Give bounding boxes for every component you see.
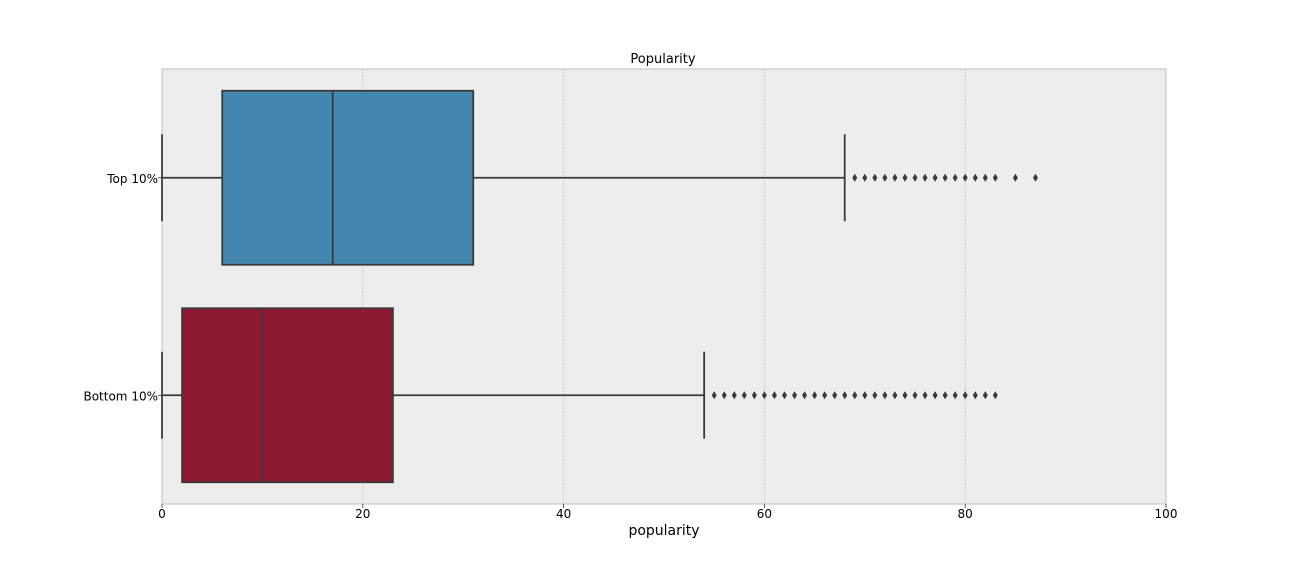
x-tick-label: 100 bbox=[1155, 507, 1178, 521]
y-tick-label: Bottom 10% bbox=[83, 389, 158, 403]
outlier-point bbox=[972, 391, 978, 400]
outlier-point bbox=[761, 391, 767, 400]
outlier-point bbox=[812, 391, 818, 400]
outlier-point bbox=[982, 391, 988, 400]
box-group bbox=[161, 307, 998, 484]
outlier-point bbox=[792, 391, 798, 400]
outlier-point bbox=[982, 173, 988, 182]
outlier-point bbox=[781, 391, 787, 400]
chart-title: Popularity bbox=[630, 52, 695, 67]
outlier-point bbox=[882, 173, 888, 182]
outlier-point bbox=[771, 391, 777, 400]
outlier-point bbox=[912, 391, 918, 400]
x-tick-label: 60 bbox=[757, 507, 772, 521]
x-tick-label: 20 bbox=[355, 507, 370, 521]
outlier-point bbox=[721, 391, 727, 400]
outlier-point bbox=[952, 391, 958, 400]
outlier-point bbox=[932, 173, 938, 182]
outlier-point bbox=[751, 391, 757, 400]
outlier-point bbox=[952, 173, 958, 182]
y-tick-label: Top 10% bbox=[106, 172, 158, 186]
outlier-point bbox=[1032, 173, 1038, 182]
outlier-point bbox=[882, 391, 888, 400]
outlier-point bbox=[922, 391, 928, 400]
outlier-point bbox=[992, 391, 998, 400]
outlier-point bbox=[741, 391, 747, 400]
outlier-point bbox=[832, 391, 838, 400]
x-axis-label: popularity bbox=[628, 523, 699, 539]
box-group bbox=[161, 89, 1038, 266]
outlier-point bbox=[932, 391, 938, 400]
outlier-point bbox=[912, 173, 918, 182]
y-axis: Top 10% Bottom 10% bbox=[83, 172, 162, 403]
outlier-point bbox=[852, 391, 858, 400]
outlier-point bbox=[922, 173, 928, 182]
outlier-point bbox=[892, 391, 898, 400]
box-iqr bbox=[221, 89, 475, 266]
outlier-point bbox=[992, 173, 998, 182]
outlier-point bbox=[822, 391, 828, 400]
outlier-point bbox=[902, 391, 908, 400]
box-iqr bbox=[181, 307, 394, 484]
outlier-point bbox=[902, 173, 908, 182]
x-tick-label: 0 bbox=[158, 507, 166, 521]
x-tick-label: 40 bbox=[556, 507, 571, 521]
outlier-point bbox=[972, 173, 978, 182]
outlier-point bbox=[1012, 173, 1018, 182]
outlier-point bbox=[962, 391, 968, 400]
outlier-point bbox=[862, 173, 868, 182]
x-axis: 0 20 40 60 80 100 bbox=[158, 504, 1177, 521]
outlier-point bbox=[862, 391, 868, 400]
outlier-point bbox=[802, 391, 808, 400]
outlier-point bbox=[942, 173, 948, 182]
x-tick-label: 80 bbox=[958, 507, 973, 521]
boxes bbox=[161, 89, 1038, 484]
outlier-point bbox=[852, 173, 858, 182]
outlier-point bbox=[942, 391, 948, 400]
outlier-point bbox=[842, 391, 848, 400]
outlier-point bbox=[711, 391, 717, 400]
outlier-point bbox=[872, 391, 878, 400]
outlier-point bbox=[962, 173, 968, 182]
outlier-point bbox=[731, 391, 737, 400]
outlier-point bbox=[892, 173, 898, 182]
outlier-point bbox=[872, 173, 878, 182]
